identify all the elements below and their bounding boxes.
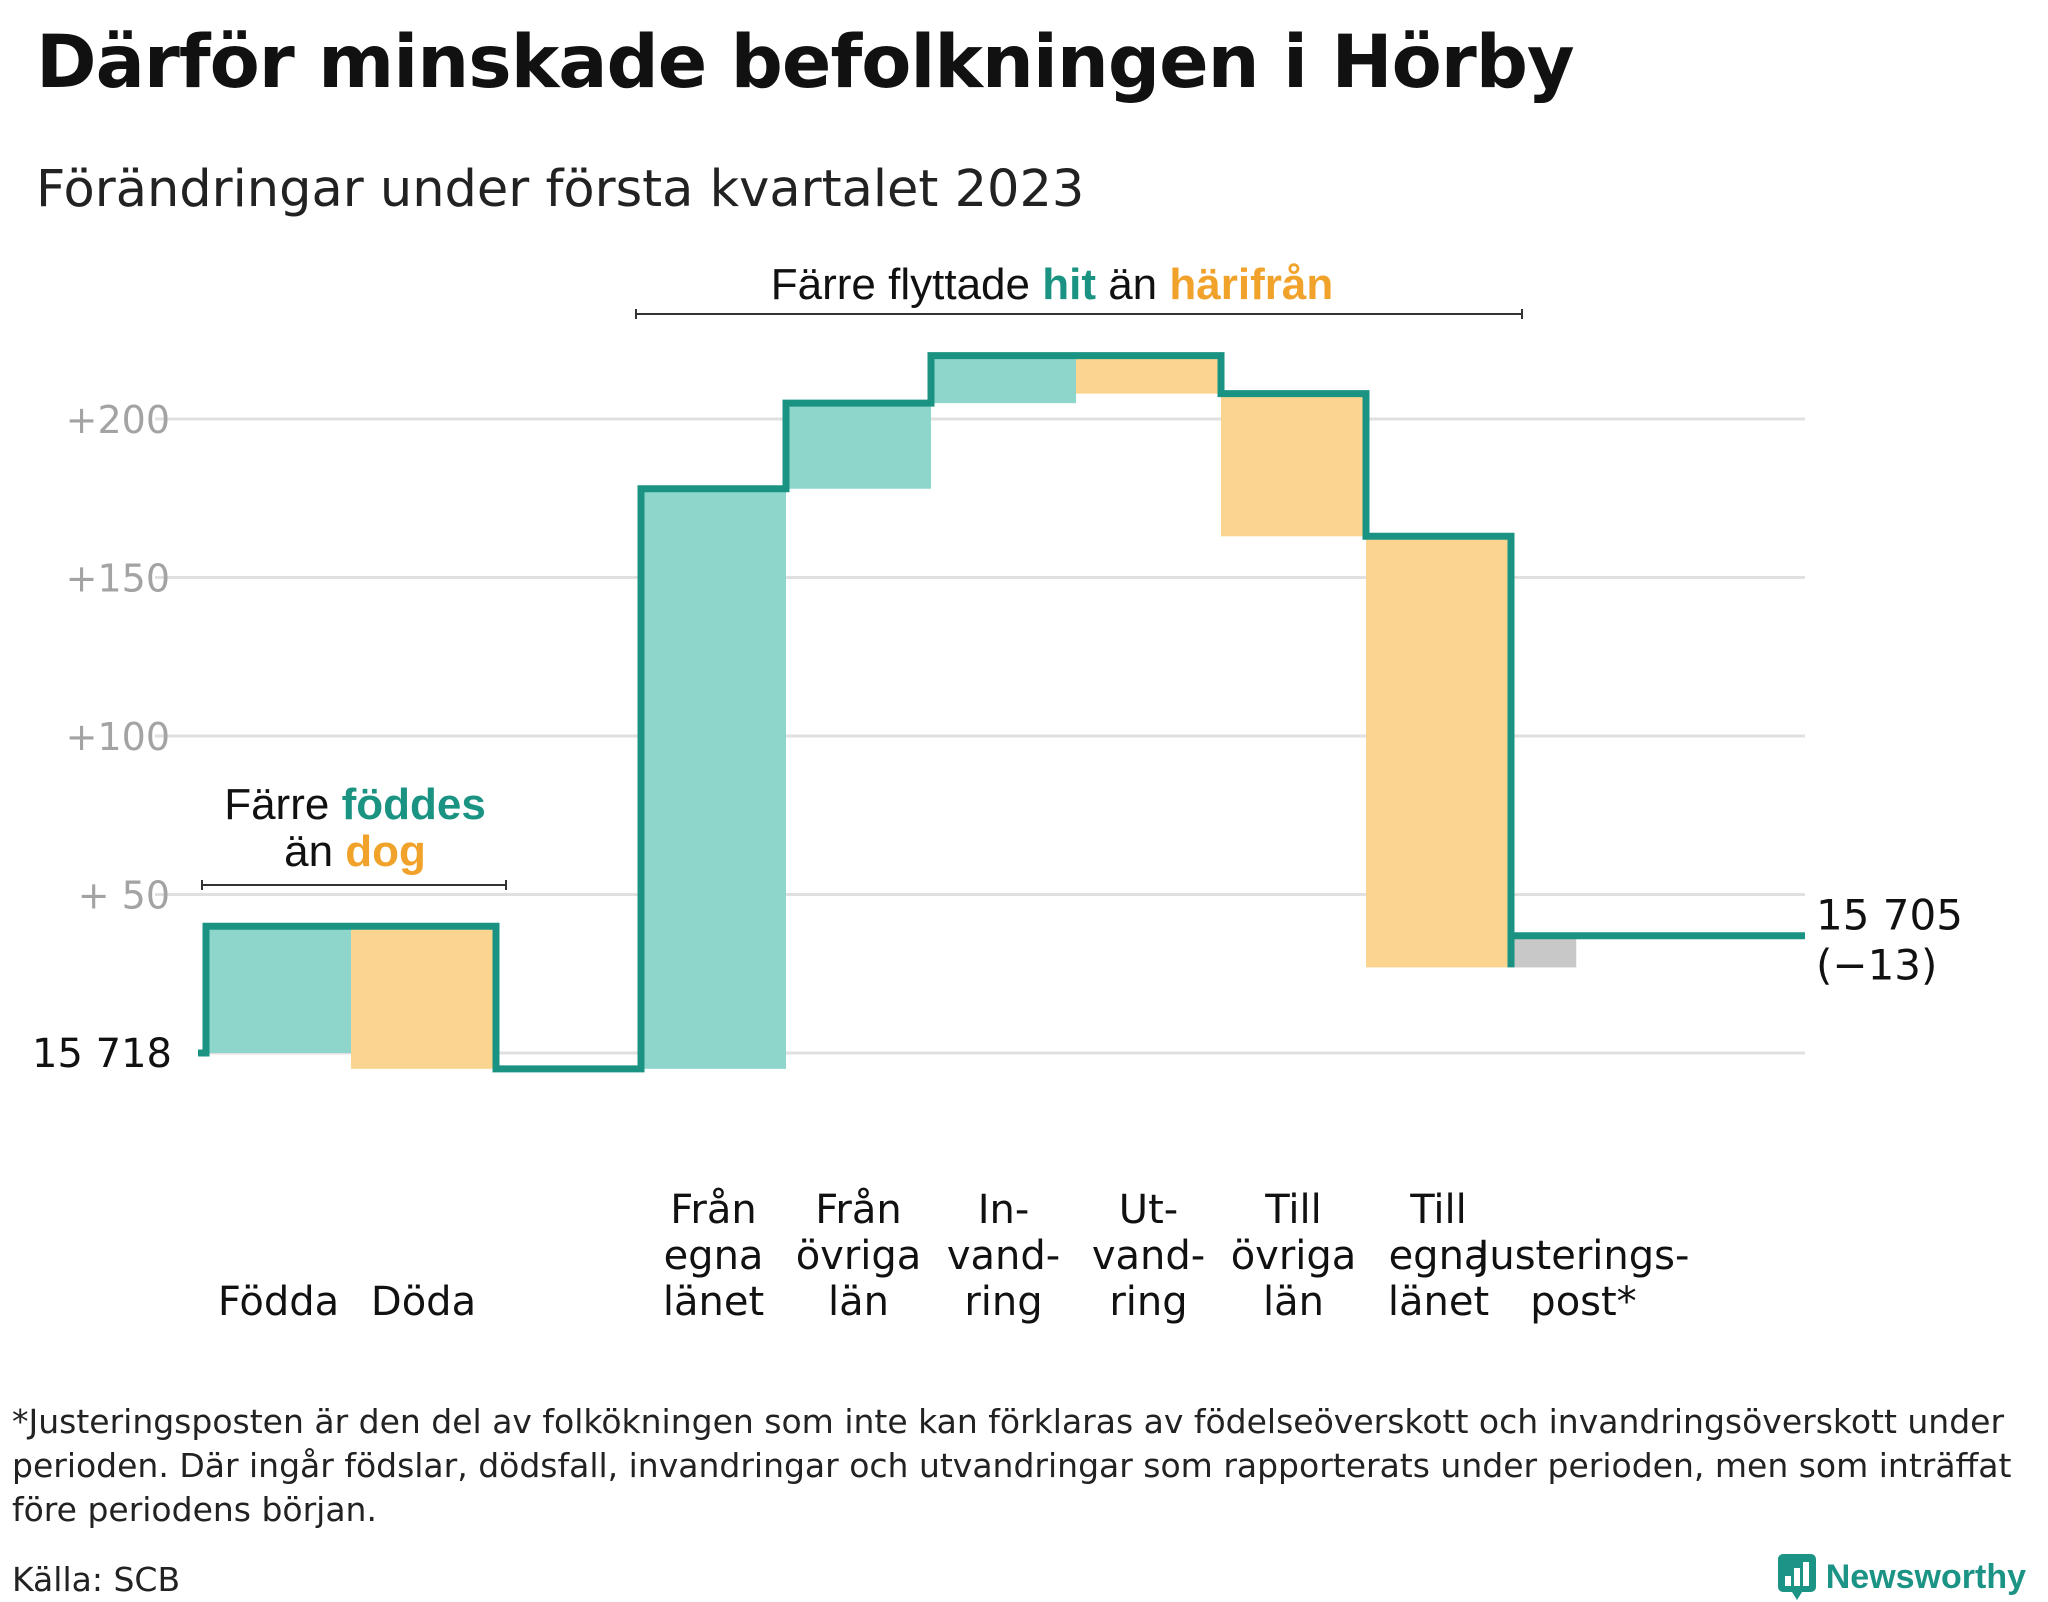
svg-text:Färre föddes: Färre föddes xyxy=(224,780,486,829)
bar-increase xyxy=(786,403,931,489)
y-tick-label: +150 xyxy=(66,557,170,601)
category-label: Från xyxy=(815,1187,901,1233)
annotation-births-highlight: föddes xyxy=(342,780,486,829)
cumulative-step-line xyxy=(198,352,1805,1073)
annotation-migration-hit: hit xyxy=(1042,260,1096,309)
category-label: vand- xyxy=(947,1233,1060,1279)
end-change-label: (−13) xyxy=(1816,941,1937,990)
annotation-deaths-highlight: dog xyxy=(345,827,426,876)
category-label: övriga xyxy=(1231,1233,1357,1279)
y-tick-label: +100 xyxy=(66,715,170,759)
bar-increase xyxy=(931,355,1076,404)
annotation-births-prefix: Färre xyxy=(224,780,341,829)
category-label: vand- xyxy=(1092,1233,1205,1279)
category-label: Födda xyxy=(218,1279,339,1325)
svg-text:Färre flyttade hit än härifrån: Färre flyttade hit än härifrån xyxy=(771,260,1333,309)
annotation-migration-prefix: Färre flyttade xyxy=(771,260,1042,309)
category-label: län xyxy=(828,1279,889,1325)
bar-increase xyxy=(641,488,786,1069)
newsworthy-logo-text: Newsworthy xyxy=(1825,1557,2026,1596)
end-value-label: 15 705 xyxy=(1816,891,1963,940)
annotation-births-bracket xyxy=(201,880,507,890)
bar-decrease xyxy=(1221,393,1366,537)
category-label: ring xyxy=(964,1279,1042,1325)
chart-subtitle: Förändringar under första kvartalet 2023 xyxy=(36,160,1085,219)
annotation-migration-harifran: härifrån xyxy=(1169,260,1333,309)
y-tick-label: + 50 xyxy=(78,874,170,918)
bar-increase xyxy=(206,926,351,1053)
source-credit: Källa: SCB xyxy=(12,1560,181,1599)
bar-decrease xyxy=(1076,355,1221,394)
category-label: län xyxy=(1263,1279,1324,1325)
annotation-migration-middle: än xyxy=(1096,260,1169,309)
step-line-layer xyxy=(198,352,1805,1073)
category-label: Justerings- xyxy=(1475,1233,1690,1279)
svg-text:än dog: än dog xyxy=(284,827,426,876)
y-tick-label: +200 xyxy=(66,398,170,442)
category-label: post* xyxy=(1530,1279,1636,1325)
labels-layer: Födda DödaFrånegnalänetFrånövrigalänIn-va… xyxy=(32,891,1963,1325)
waterfall-chart: + 50+100+150+200 Födda DödaFrånegnalänetF… xyxy=(32,260,1963,1325)
category-label: Till xyxy=(1409,1187,1467,1233)
footnote: *Justeringsposten är den del av folkökni… xyxy=(12,1402,2012,1529)
category-label: länet xyxy=(663,1279,764,1325)
category-label: egna xyxy=(664,1233,764,1279)
category-label: övriga xyxy=(796,1233,922,1279)
baseline-label: 15 718 xyxy=(32,1031,172,1077)
annotation-migration-bracket xyxy=(635,309,1523,319)
category-label: In- xyxy=(978,1187,1030,1233)
newsworthy-logo: Newsworthy xyxy=(1777,1552,2026,1602)
category-label: Från xyxy=(670,1187,756,1233)
category-label: egna xyxy=(1389,1233,1489,1279)
chart-title: Därför minskade befolkningen i Hörby xyxy=(36,20,1575,105)
category-label: ring xyxy=(1109,1279,1187,1325)
annotation-births-vs-deaths: Färre föddes än dog xyxy=(201,780,507,890)
bar-adjustment xyxy=(1511,935,1577,968)
category-label: Döda xyxy=(371,1279,476,1325)
annotation-migration: Färre flyttade hit än härifrån xyxy=(635,260,1523,319)
annotation-deaths-prefix: än xyxy=(284,827,345,876)
newsworthy-chart-icon xyxy=(1777,1554,1816,1600)
bar-decrease xyxy=(1366,536,1511,968)
bars-layer xyxy=(206,355,1577,1069)
category-label: länet xyxy=(1388,1279,1489,1325)
category-label: Ut- xyxy=(1119,1187,1178,1233)
bar-decrease xyxy=(351,926,496,1069)
category-label: Till xyxy=(1264,1187,1322,1233)
